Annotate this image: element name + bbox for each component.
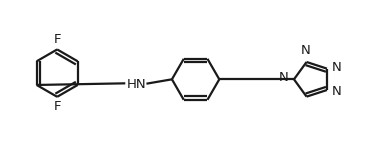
Text: N: N: [279, 71, 289, 84]
Text: N: N: [332, 85, 342, 98]
Text: N: N: [301, 44, 311, 57]
Text: HN: HN: [126, 78, 146, 91]
Text: N: N: [332, 61, 342, 74]
Text: F: F: [53, 33, 61, 46]
Text: F: F: [53, 100, 61, 113]
